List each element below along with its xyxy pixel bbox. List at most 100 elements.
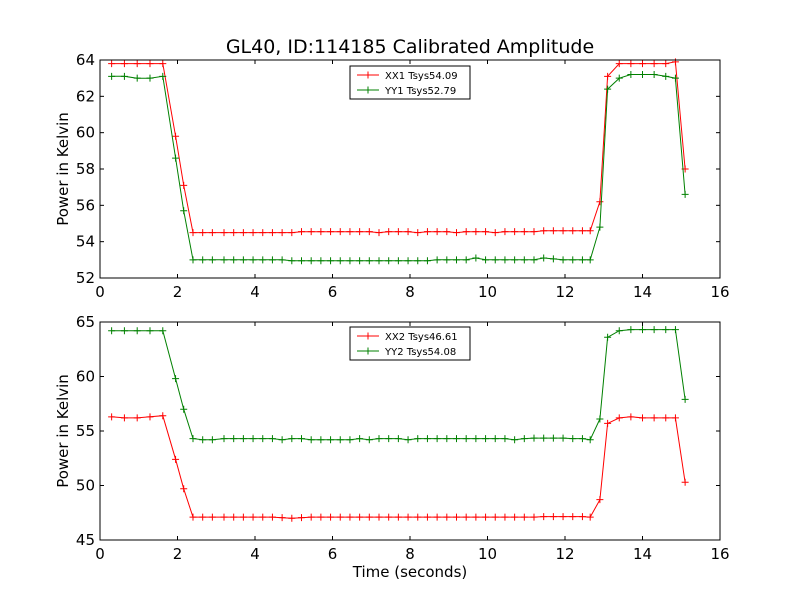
data-point: [414, 513, 422, 521]
data-point: [298, 514, 305, 522]
data-point: [259, 513, 267, 521]
data-point: [394, 435, 402, 443]
data-point: [146, 74, 154, 82]
y-tick-label: 60: [76, 368, 95, 386]
data-point: [230, 513, 238, 521]
x-tick-label: 6: [328, 283, 338, 301]
data-point: [259, 229, 267, 237]
data-point: [327, 228, 335, 236]
data-point: [482, 228, 490, 236]
data-point: [346, 228, 354, 236]
data-point: [586, 256, 594, 264]
data-point: [681, 395, 689, 403]
legend-label: XX1 Tsys54.09: [385, 71, 458, 82]
data-point: [394, 228, 402, 236]
data-point: [268, 435, 276, 443]
data-point: [549, 434, 557, 442]
data-point: [108, 327, 116, 335]
data-point: [346, 513, 354, 521]
data-point: [317, 257, 325, 265]
data-point: [681, 190, 689, 198]
data-point: [230, 435, 238, 443]
data-point: [307, 257, 315, 265]
y-tick-label: 55: [76, 422, 95, 440]
data-point: [208, 229, 216, 237]
data-point: [189, 256, 197, 264]
data-point: [356, 513, 364, 521]
x-tick-label: 8: [405, 545, 415, 563]
data-point: [559, 434, 567, 442]
data-point: [239, 229, 247, 237]
data-point: [639, 414, 646, 422]
data-point: [327, 436, 335, 444]
data-point: [671, 74, 679, 82]
data-point: [578, 227, 586, 235]
data-point: [327, 513, 335, 521]
data-point: [394, 513, 402, 521]
data-point: [615, 414, 623, 422]
data-point: [604, 333, 612, 341]
data-point: [639, 326, 646, 334]
data-point: [336, 436, 344, 444]
data-point: [671, 414, 679, 422]
x-tick-label: 4: [250, 283, 260, 301]
data-point: [586, 227, 594, 235]
x-tick-label: 12: [555, 283, 574, 301]
data-point: [159, 412, 167, 420]
data-point: [298, 257, 305, 265]
data-point: [472, 228, 480, 236]
data-point: [385, 228, 393, 236]
data-point: [559, 256, 567, 264]
y-tick-label: 64: [76, 51, 95, 69]
data-point: [530, 513, 538, 521]
series-line: [111, 329, 686, 441]
data-point: [375, 513, 383, 521]
data-point: [462, 228, 470, 236]
data-point: [549, 513, 557, 521]
data-point: [511, 256, 519, 264]
data-point: [433, 256, 441, 264]
x-tick-label: 14: [633, 283, 652, 301]
data-point: [639, 71, 646, 79]
data-point: [199, 513, 207, 521]
data-point: [462, 435, 470, 443]
data-point: [530, 256, 538, 264]
data-point: [414, 257, 422, 265]
data-point: [375, 257, 383, 265]
data-point: [423, 513, 431, 521]
x-tick-label: 6: [328, 545, 338, 563]
data-point: [133, 414, 141, 422]
data-point: [453, 513, 460, 521]
data-point: [671, 58, 679, 66]
data-point: [462, 256, 470, 264]
data-point: [569, 256, 577, 264]
data-point: [208, 436, 216, 444]
legend-label: YY2 Tsys54.08: [384, 347, 456, 358]
data-point: [356, 435, 364, 443]
data-point: [288, 435, 296, 443]
data-point: [569, 513, 577, 521]
x-tick-label: 16: [710, 545, 729, 563]
data-point: [650, 326, 658, 334]
data-point: [404, 257, 412, 265]
x-tick-label: 0: [95, 283, 105, 301]
data-point: [586, 436, 594, 444]
data-point: [307, 513, 315, 521]
data-point: [596, 198, 604, 206]
plot-frame: [99, 59, 721, 279]
legend-marker: [364, 332, 372, 340]
data-point: [278, 229, 286, 237]
x-tick-label: 10: [478, 283, 497, 301]
data-point: [288, 257, 296, 265]
data-point: [259, 256, 267, 264]
data-point: [501, 228, 509, 236]
data-point: [578, 435, 586, 443]
data-point: [385, 513, 393, 521]
data-point: [662, 72, 670, 80]
data-point: [307, 436, 315, 444]
data-point: [491, 513, 499, 521]
data-point: [540, 254, 548, 262]
data-point: [604, 85, 612, 93]
data-point: [501, 513, 509, 521]
